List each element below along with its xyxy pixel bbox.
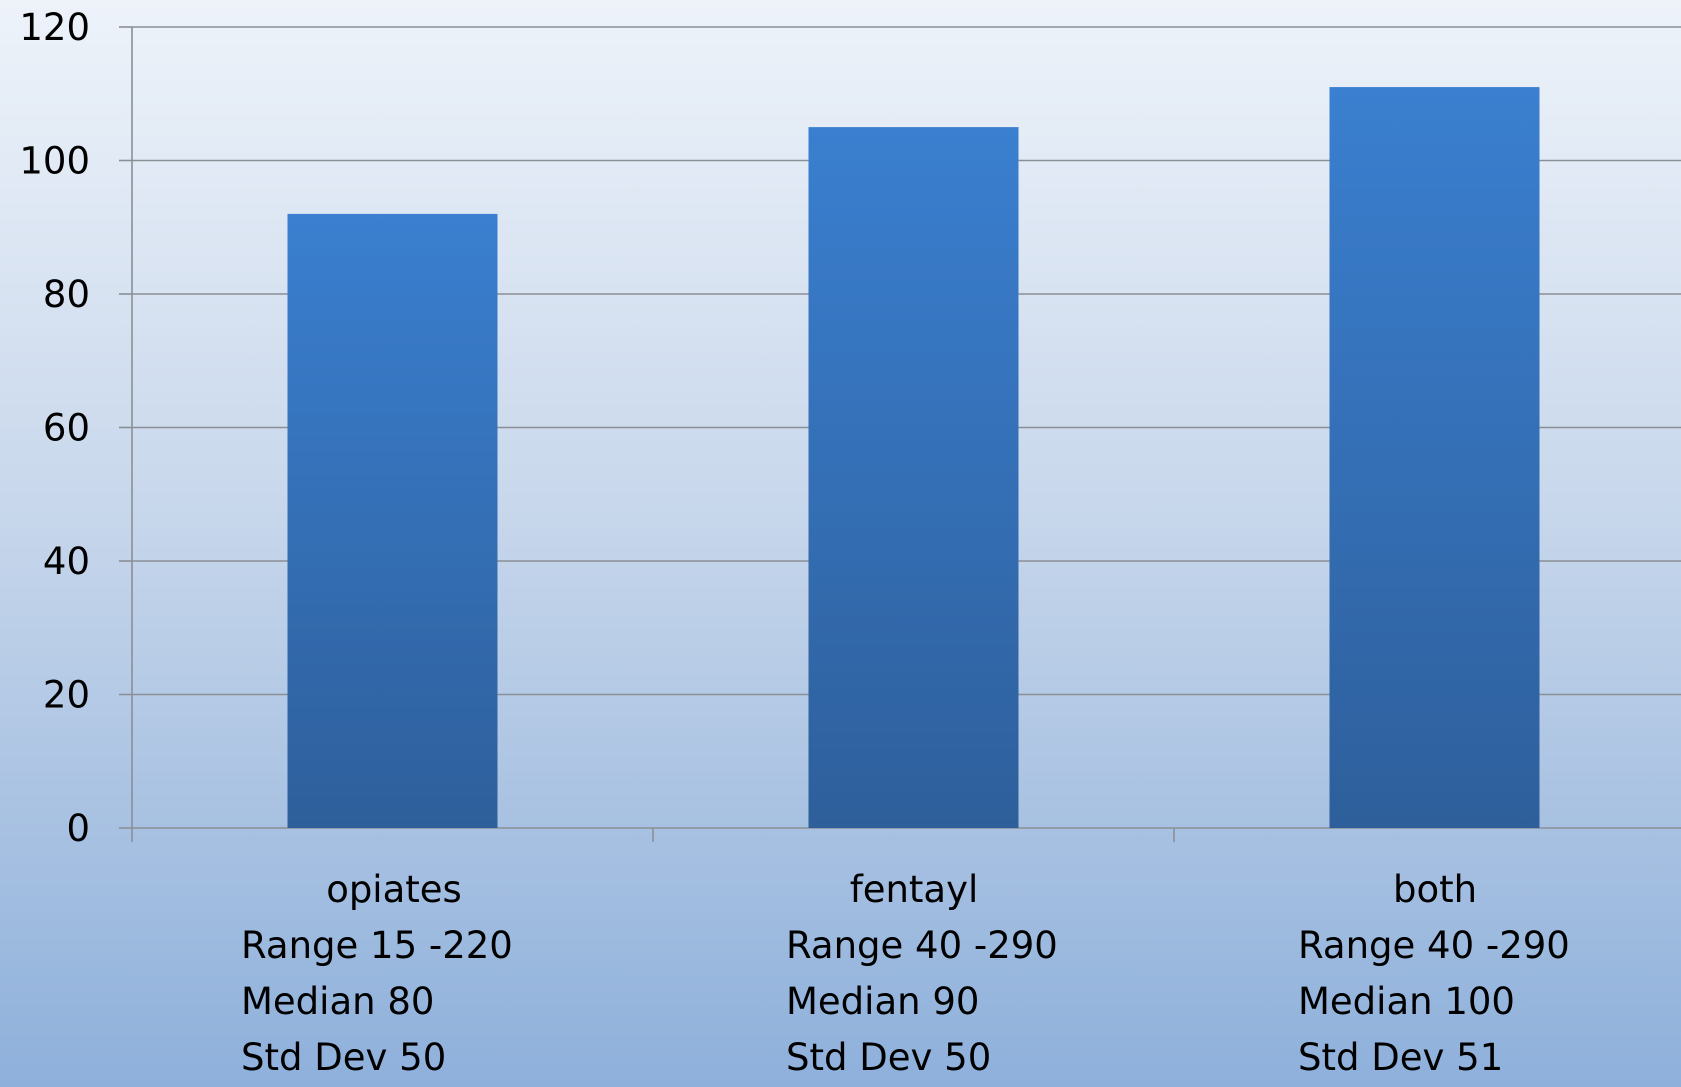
- y-tick-label: 20: [43, 674, 90, 717]
- bars: [287, 87, 1540, 828]
- category-label: opiates: [326, 868, 462, 911]
- range-label: Range 40 -290: [1298, 924, 1570, 967]
- median-label: Median 80: [241, 980, 435, 1023]
- y-tick-label: 120: [19, 6, 90, 49]
- bar-both: [1329, 87, 1540, 828]
- median-label: Median 100: [1298, 980, 1515, 1023]
- category-fentayl: fentayl Range 40 -290 Median 90 Std Dev …: [704, 862, 1124, 1086]
- category-label: fentayl: [849, 868, 979, 911]
- category-both: both Range 40 -290 Median 100 Std Dev 51: [1225, 862, 1645, 1086]
- category-label: both: [1392, 868, 1478, 911]
- std-dev-label: Std Dev 50: [786, 1036, 992, 1079]
- bar-fentayl: [808, 127, 1019, 828]
- median-label: Median 90: [786, 980, 980, 1023]
- y-tick-label: 0: [66, 807, 90, 850]
- range-label: Range 40 -290: [786, 924, 1058, 967]
- bar-opiates: [287, 213, 498, 828]
- y-tick-label: 80: [43, 273, 90, 316]
- y-tick-labels: 0 20 40 60 80 100 120: [19, 6, 90, 850]
- std-dev-label: Std Dev 50: [241, 1036, 447, 1079]
- y-tick-label: 40: [43, 540, 90, 583]
- range-label: Range 15 -220: [241, 924, 513, 967]
- std-dev-label: Std Dev 51: [1298, 1036, 1504, 1079]
- y-tick-label: 100: [19, 140, 90, 183]
- y-tick-label: 60: [43, 407, 90, 450]
- category-opiates: opiates Range 15 -220 Median 80 Std Dev …: [184, 862, 604, 1086]
